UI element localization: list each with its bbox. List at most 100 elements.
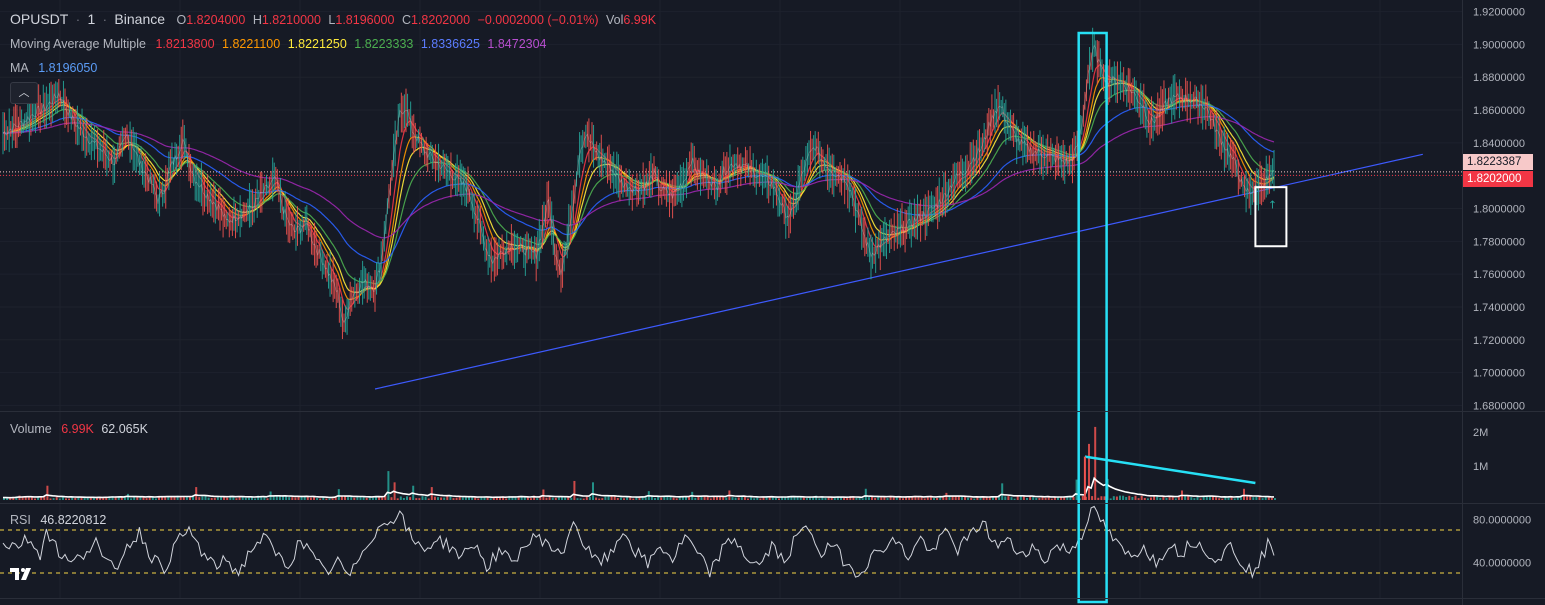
volume-bar: [827, 497, 830, 500]
symbol-legend[interactable]: OPUSDT · 1 · Binance O1.8204000 H1.82100…: [10, 11, 657, 27]
volume-bar: [1171, 496, 1174, 500]
price-tick-label: 1.9000000: [1473, 39, 1525, 51]
volume-bar: [294, 497, 297, 500]
volume-bar: [427, 498, 430, 500]
volume-bar: [892, 497, 895, 500]
tradingview-logo[interactable]: [10, 566, 40, 586]
price-line: [2, 44, 1275, 324]
volume-bar: [632, 498, 635, 500]
volume-bar: [635, 497, 638, 500]
volume-bar: [722, 496, 725, 500]
volume-bar: [61, 496, 64, 500]
up-arrow-icon: ↑: [1268, 199, 1277, 212]
volume-bar: [1177, 496, 1180, 500]
volume-bar: [911, 497, 914, 500]
volume-bar: [235, 498, 238, 500]
volume-bar: [1153, 496, 1156, 500]
volume-bar: [1016, 495, 1019, 500]
volume-bar: [843, 497, 846, 500]
volume-bar: [533, 495, 536, 500]
vol-value: 6.99K: [623, 13, 657, 27]
volume-bar: [433, 496, 436, 500]
volume-bar: [300, 496, 303, 500]
support-trendline[interactable]: [374, 153, 1423, 390]
volume-bar: [483, 497, 486, 500]
rsi-name[interactable]: RSI: [10, 513, 31, 527]
volume-bar: [933, 498, 935, 500]
volume-bar: [905, 497, 908, 500]
annotations[interactable]: ↑: [1077, 31, 1288, 604]
volume-bar: [306, 496, 309, 500]
volume-bar: [1196, 496, 1199, 500]
volume-bar: [1050, 498, 1053, 500]
volume-bar: [561, 496, 563, 500]
mam-legend[interactable]: Moving Average Multiple 1.8213800 1.8221…: [10, 37, 551, 51]
volume-bar: [858, 497, 861, 500]
volume-bar: [30, 496, 33, 500]
volume-bar: [619, 497, 622, 500]
volume-ma-value: 62.065K: [101, 422, 148, 436]
volume-legend[interactable]: Volume 6.99K 62.065K: [10, 422, 152, 436]
volume-bar: [3, 497, 5, 500]
volume-bar: [530, 498, 532, 500]
price-tick-label: 1.7000000: [1473, 368, 1525, 380]
volume-name[interactable]: Volume: [10, 422, 52, 436]
volume-tick-label: 2M: [1473, 427, 1488, 439]
volume-bar: [266, 498, 269, 500]
volume-bar: [1103, 496, 1106, 500]
volume-bar: [1112, 496, 1115, 500]
volume-bar: [700, 496, 703, 500]
volume-bar: [979, 497, 982, 500]
volume-bar: [545, 497, 548, 500]
volume-bar: [449, 495, 452, 500]
volume-bar: [1261, 498, 1264, 500]
rsi-line: [2, 505, 1275, 579]
volume-bar: [756, 497, 759, 500]
volume-bar: [350, 496, 353, 500]
volume-bar: [322, 496, 325, 500]
ma-name[interactable]: MA: [10, 61, 29, 75]
volume-bar: [108, 496, 111, 500]
volume-bar: [207, 497, 210, 500]
volume-bar: [1274, 498, 1276, 500]
volume-bar: [895, 497, 898, 500]
tradingview-logo-icon: [10, 568, 31, 580]
volume-bar: [942, 496, 945, 500]
interval-label[interactable]: 1: [87, 11, 96, 27]
volume-bar: [139, 497, 142, 500]
volume-bar: [1013, 498, 1016, 500]
volume-bar: [1159, 497, 1162, 500]
volume-bar: [840, 496, 842, 500]
volume-bar: [173, 497, 176, 500]
symbol-name[interactable]: OPUSDT: [10, 11, 69, 27]
volume-bar: [663, 495, 666, 500]
mam-value-6: 1.8472304: [487, 37, 547, 51]
chevron-up-icon: ︿: [18, 87, 30, 99]
volume-bar: [548, 496, 551, 500]
price-tick-label: 1.8800000: [1473, 72, 1525, 84]
volume-bar: [86, 497, 89, 500]
low-label: L: [328, 13, 336, 27]
volume-bar: [657, 496, 660, 500]
volume-bar: [1137, 498, 1140, 500]
volume-bar: [319, 498, 322, 500]
rsi-legend[interactable]: RSI 46.8220812: [10, 513, 110, 527]
volume-bar: [917, 496, 920, 500]
volume-bar: [359, 496, 362, 500]
volume-bar: [1233, 498, 1236, 500]
volume-bar: [468, 497, 470, 500]
price-tick-label: 1.8400000: [1473, 138, 1525, 150]
volume-bar: [539, 496, 542, 500]
volume-bar: [40, 496, 43, 500]
volume-bar: [1193, 498, 1196, 500]
volume-bar: [709, 498, 712, 500]
ma-legend[interactable]: MA 1.8196050: [10, 61, 101, 75]
mam-name[interactable]: Moving Average Multiple: [10, 37, 146, 51]
volume-bar: [750, 495, 753, 500]
price-tag-upper: 1.8223387: [1463, 154, 1533, 170]
volume-bar: [998, 496, 1001, 500]
volume-bar: [1069, 495, 1072, 500]
volume-bar: [1115, 496, 1118, 500]
collapse-legend-button[interactable]: ︿: [10, 82, 38, 104]
